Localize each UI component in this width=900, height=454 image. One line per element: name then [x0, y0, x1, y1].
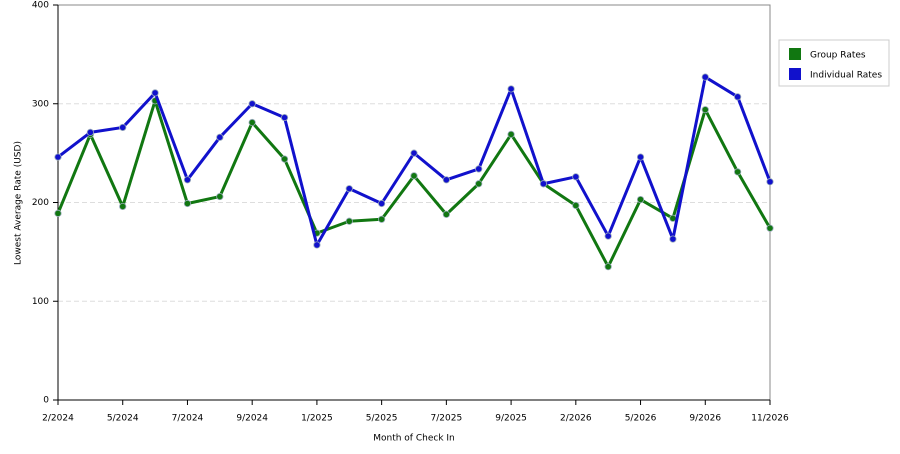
- data-point: [766, 178, 774, 186]
- data-point: [507, 85, 515, 93]
- x-axis-title: Month of Check In: [373, 434, 455, 444]
- y-axis-title: Lowest Average Rate (USD): [14, 141, 24, 265]
- x-tick-label: 9/2025: [495, 414, 527, 424]
- data-point: [604, 232, 612, 240]
- legend-swatch: [789, 48, 801, 60]
- data-point: [442, 210, 450, 218]
- x-tick-label: 9/2026: [689, 414, 721, 424]
- data-point: [86, 128, 94, 136]
- data-point: [636, 195, 645, 204]
- x-tick-label: 7/2024: [172, 414, 204, 424]
- data-point: [572, 173, 580, 181]
- y-tick-label: 100: [32, 297, 49, 307]
- data-point: [378, 215, 386, 223]
- data-point: [280, 113, 289, 122]
- x-tick-label: 5/2025: [366, 414, 398, 424]
- x-tick-label: 1/2025: [301, 414, 333, 424]
- data-point: [248, 100, 256, 108]
- data-point: [280, 155, 289, 163]
- data-point: [54, 209, 62, 217]
- data-point: [410, 149, 418, 157]
- y-tick-label: 200: [32, 198, 49, 208]
- data-point: [734, 93, 742, 101]
- data-point: [378, 199, 386, 208]
- x-tick-label: 11/2026: [751, 414, 789, 424]
- data-point: [183, 199, 192, 208]
- series-line: [57, 75, 772, 247]
- x-tick-label: 2/2026: [560, 414, 592, 424]
- data-point: [539, 180, 548, 188]
- data-point: [54, 153, 62, 161]
- legend-label: Individual Rates: [810, 71, 882, 81]
- data-point: [410, 172, 418, 180]
- data-point: [248, 118, 256, 127]
- data-point: [734, 168, 742, 176]
- data-point: [151, 89, 159, 97]
- data-point: [216, 192, 224, 201]
- x-tick-label: 7/2025: [431, 414, 463, 424]
- x-tick-label: 5/2024: [107, 414, 139, 424]
- data-point: [701, 106, 709, 114]
- legend-swatch: [789, 68, 801, 80]
- data-point: [636, 153, 645, 161]
- x-tick-label: 2/2024: [42, 414, 74, 424]
- data-point: [313, 241, 321, 249]
- y-tick-label: 300: [32, 99, 49, 109]
- data-point: [507, 130, 515, 138]
- data-point: [183, 176, 192, 184]
- data-point: [701, 73, 709, 81]
- y-tick-label: 400: [32, 1, 49, 11]
- data-point: [604, 263, 612, 271]
- data-point: [119, 123, 127, 132]
- data-point: [475, 180, 483, 188]
- data-point: [119, 202, 127, 211]
- data-point: [669, 235, 677, 243]
- data-point: [572, 201, 580, 210]
- legend-label: Group Rates: [810, 51, 866, 61]
- data-point: [766, 224, 774, 232]
- data-point: [345, 185, 353, 193]
- data-point: [345, 217, 353, 225]
- data-point: [216, 133, 224, 141]
- series-line: [56, 99, 772, 269]
- y-tick-label: 0: [43, 396, 49, 406]
- x-tick-label: 9/2024: [236, 414, 268, 424]
- data-point: [442, 176, 450, 184]
- data-point: [475, 165, 483, 173]
- x-tick-label: 5/2026: [625, 414, 657, 424]
